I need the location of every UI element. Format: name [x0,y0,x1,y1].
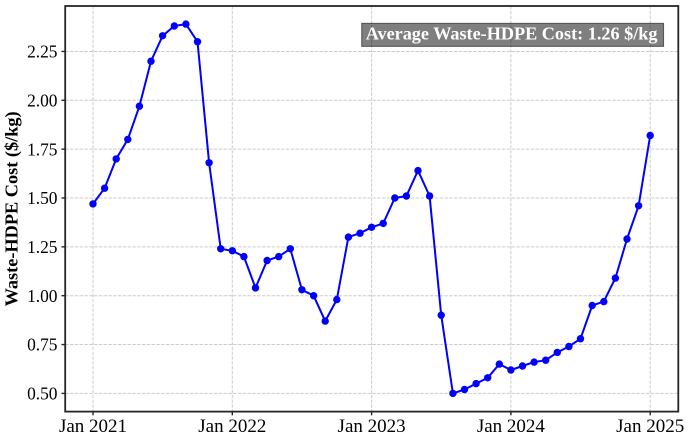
svg-text:2.00: 2.00 [27,91,58,111]
svg-text:Jan 2021: Jan 2021 [59,416,127,437]
svg-text:1.75: 1.75 [27,139,58,159]
svg-text:0.50: 0.50 [27,384,58,404]
svg-text:Jan 2022: Jan 2022 [198,416,266,437]
svg-text:Average Waste-HDPE Cost: 1.26: Average Waste-HDPE Cost: 1.26 $/kg [366,24,658,44]
svg-text:1.00: 1.00 [27,286,58,306]
svg-text:Jan 2024: Jan 2024 [477,416,546,437]
svg-text:1.25: 1.25 [27,237,58,257]
svg-text:2.25: 2.25 [27,42,58,62]
svg-text:0.75: 0.75 [27,335,58,355]
svg-text:Jan 2025: Jan 2025 [616,416,684,437]
svg-text:1.50: 1.50 [27,188,58,208]
svg-text:Waste-HDPE Cost ($/kg): Waste-HDPE Cost ($/kg) [2,111,23,306]
svg-text:Jan 2023: Jan 2023 [338,416,406,437]
